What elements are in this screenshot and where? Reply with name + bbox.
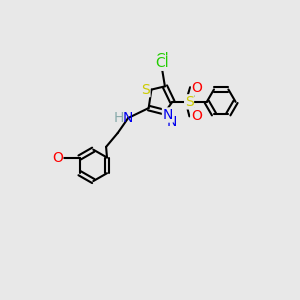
- Text: N: N: [163, 108, 173, 122]
- Text: O: O: [52, 151, 63, 164]
- Text: O: O: [52, 151, 63, 164]
- Text: S: S: [141, 82, 150, 97]
- Text: S: S: [185, 95, 194, 109]
- Text: O: O: [191, 109, 202, 123]
- Text: O: O: [192, 81, 203, 95]
- Text: N: N: [166, 115, 177, 129]
- Text: Cl: Cl: [155, 52, 169, 66]
- Text: H: H: [114, 110, 124, 124]
- Text: S: S: [141, 82, 150, 97]
- Text: S: S: [185, 95, 194, 109]
- Text: O: O: [192, 81, 203, 95]
- Text: N: N: [123, 110, 134, 124]
- Text: O: O: [191, 109, 202, 123]
- Text: Cl: Cl: [155, 56, 169, 70]
